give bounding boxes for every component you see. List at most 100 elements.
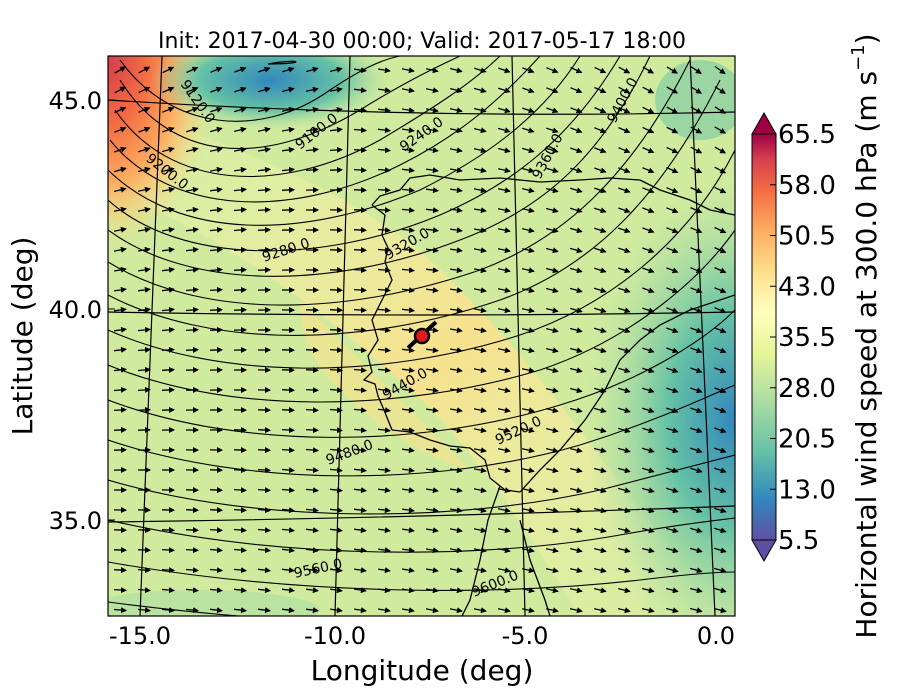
wind-arrow — [497, 227, 511, 234]
wind-arrow — [594, 66, 607, 74]
wind-arrow — [666, 547, 679, 554]
wind-arrow — [378, 587, 391, 594]
wind-arrow — [137, 547, 151, 554]
wind-arrow — [210, 126, 223, 133]
wind-arrow — [162, 146, 175, 153]
wind-arrow — [353, 387, 367, 394]
wind-arrow — [449, 507, 463, 514]
wind-arrow — [377, 67, 391, 74]
wind-arrow — [666, 66, 678, 74]
wind-arrow — [642, 147, 655, 154]
wind-arrow — [570, 66, 583, 74]
wind-arrow — [378, 527, 391, 534]
wind-arrow — [666, 407, 679, 414]
wind-arrow — [618, 547, 631, 554]
wind-arrow — [570, 87, 583, 94]
colorbar-tick-label: 58.0 — [778, 171, 836, 201]
wind-arrow — [642, 267, 655, 274]
wind-arrow — [521, 307, 535, 314]
wind-arrow — [354, 587, 367, 594]
wind-arrow — [642, 527, 655, 534]
wind-arrow — [497, 607, 511, 614]
wind-arrow — [137, 587, 151, 594]
wind-arrow — [690, 86, 702, 94]
wind-arrow — [233, 286, 247, 293]
wind-arrow — [714, 487, 727, 494]
wind-arrow — [162, 106, 175, 113]
wind-arrow — [473, 387, 487, 394]
wind-arrow — [281, 447, 295, 454]
wind-arrow — [401, 307, 415, 314]
wind-arrow — [690, 227, 703, 234]
wind-arrow — [162, 126, 175, 133]
wind-arrow — [521, 487, 535, 494]
wind-arrow — [642, 126, 655, 134]
wind-arrow — [210, 186, 223, 193]
wind-arrow — [137, 326, 151, 333]
wind-arrow — [281, 567, 295, 574]
wind-arrow — [474, 107, 487, 114]
wind-arrow — [714, 547, 727, 554]
wind-arrow — [498, 167, 511, 174]
wind-arrow — [186, 206, 199, 213]
wind-arrow — [257, 567, 271, 574]
wind-arrow — [666, 427, 679, 434]
wind-arrow — [377, 307, 391, 314]
wind-arrow — [666, 307, 679, 314]
colorbar-tick-label: 43.0 — [778, 272, 836, 302]
wind-arrow — [449, 547, 463, 554]
wind-arrow — [209, 166, 223, 173]
wind-arrow — [690, 467, 703, 474]
wind-arrow — [570, 447, 583, 454]
wind-arrow — [209, 286, 223, 293]
wind-arrow — [522, 147, 535, 154]
wind-arrow — [449, 107, 463, 114]
wind-arrow — [450, 287, 463, 294]
wind-arrow — [353, 327, 367, 334]
wind-arrow — [473, 447, 487, 454]
wind-arrow — [281, 527, 295, 534]
wind-arrow — [618, 127, 631, 134]
wind-arrow — [185, 527, 199, 534]
wind-arrow — [474, 127, 487, 134]
wind-arrow — [137, 346, 151, 353]
wind-arrow — [618, 507, 631, 514]
colorbar-ticks: 65.5 58.0 50.5 43.0 35.5 28.0 20.5 13.0 5.5 — [770, 120, 836, 556]
wind-arrow — [546, 447, 559, 454]
wind-arrow — [473, 167, 487, 174]
wind-arrow — [330, 547, 343, 554]
wind-arrow — [329, 307, 343, 314]
wind-arrow — [354, 527, 367, 534]
wind-arrow — [714, 607, 727, 614]
wind-arrow — [329, 126, 343, 133]
wind-arrow — [137, 567, 151, 574]
wind-arrow — [546, 227, 559, 234]
wind-arrow — [426, 167, 439, 174]
wind-arrow — [161, 587, 175, 594]
wind-arrow — [473, 207, 487, 214]
wind-arrow — [522, 187, 535, 194]
wind-arrow — [306, 607, 319, 614]
wind-arrow — [402, 547, 415, 554]
wind-arrow — [426, 427, 439, 434]
wind-arrow — [401, 367, 415, 374]
wind-arrow — [690, 567, 703, 574]
wind-arrow — [594, 367, 607, 374]
wind-arrow — [570, 387, 583, 394]
wind-arrow — [330, 607, 343, 614]
wind-arrow — [714, 447, 727, 454]
wind-arrow — [281, 106, 295, 113]
wind-arrow — [305, 387, 319, 394]
colorbar-tick-label: 50.5 — [778, 222, 836, 252]
wind-arrow — [233, 487, 247, 494]
wind-arrow — [377, 347, 391, 354]
wind-arrow — [162, 246, 175, 253]
wind-arrow — [594, 407, 607, 414]
wind-arrow — [137, 366, 151, 373]
wind-arrow — [714, 387, 727, 394]
wind-arrow — [666, 467, 679, 474]
wind-arrow — [305, 367, 319, 374]
wind-arrow — [690, 487, 703, 494]
wind-arrow — [377, 187, 391, 194]
